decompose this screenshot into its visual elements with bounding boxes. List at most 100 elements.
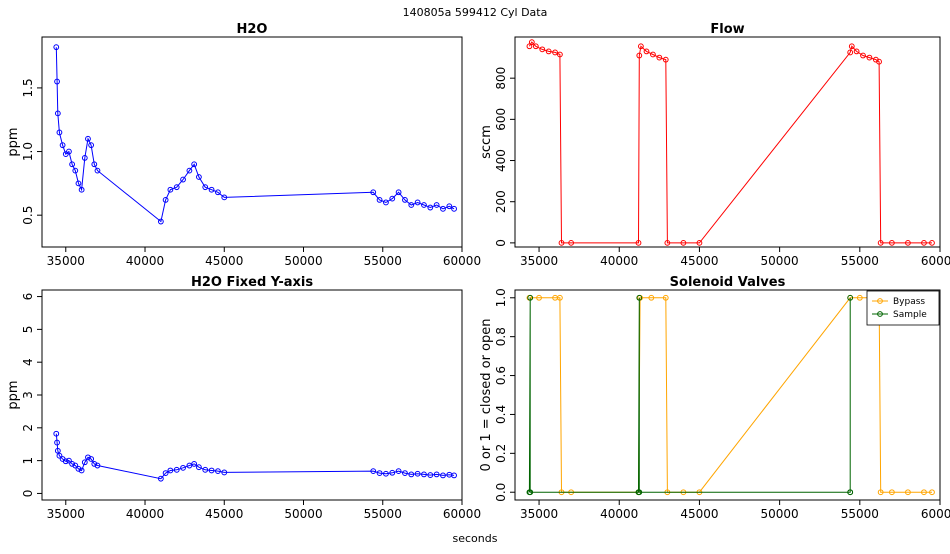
- data-point: [72, 167, 79, 174]
- x-tick-label: 35000: [47, 507, 85, 521]
- data-point: [527, 294, 534, 301]
- data-point: [221, 469, 228, 476]
- data-point: [389, 195, 396, 202]
- x-tick-label: 45000: [680, 254, 718, 268]
- legend-swatch-marker: [877, 311, 883, 317]
- y-axis-label: ppm: [6, 127, 21, 156]
- data-point: [221, 194, 228, 201]
- data-point: [552, 49, 558, 56]
- data-point: [866, 54, 873, 61]
- data-point: [921, 239, 927, 246]
- data-point: [664, 239, 671, 246]
- x-tick-label: 40000: [600, 507, 638, 521]
- y-tick-label: 600: [494, 108, 508, 131]
- data-point: [208, 186, 215, 193]
- data-point: [91, 461, 98, 467]
- data-point: [62, 458, 69, 465]
- data-point: [847, 294, 854, 301]
- data-point: [848, 43, 855, 50]
- y-axis-label: ppm: [6, 380, 21, 409]
- data-point: [215, 189, 221, 196]
- data-point: [383, 470, 389, 477]
- x-tick-label: 35000: [47, 254, 85, 268]
- data-point: [78, 467, 85, 474]
- data-point: [215, 468, 221, 475]
- data-point: [202, 184, 209, 191]
- y-tick-label: 0: [494, 239, 508, 247]
- data-point: [376, 197, 383, 203]
- data-point: [539, 46, 546, 53]
- data-point: [173, 466, 180, 473]
- data-point: [395, 468, 402, 475]
- data-point: [650, 51, 656, 58]
- data-point: [440, 472, 446, 479]
- data-point: [545, 48, 552, 55]
- data-point: [88, 142, 95, 149]
- y-tick-label: 1.0: [21, 142, 35, 161]
- panel-3: H2O Fixed Y-axis ppm 35000 40000 45000 50000 5…: [6, 275, 481, 521]
- data-point: [54, 110, 61, 117]
- data-point: [91, 161, 98, 168]
- data-point: [78, 186, 85, 193]
- data-point: [636, 489, 643, 496]
- legend-label: Sample: [893, 310, 927, 320]
- panel-title: H2O Fixed Y-axis: [191, 275, 313, 290]
- data-point: [370, 468, 377, 475]
- y-tick-label: 6: [21, 293, 35, 301]
- y-axis-label: 0 or 1 = closed or open: [479, 318, 494, 471]
- data-point: [54, 439, 60, 446]
- x-tick-label: 60000: [921, 254, 950, 268]
- data-point: [662, 56, 669, 63]
- data-point: [167, 467, 174, 474]
- data-point: [929, 239, 935, 246]
- data-point: [81, 459, 88, 466]
- x-tick-label: 35000: [520, 254, 558, 268]
- data-point: [72, 462, 79, 469]
- x-tick-label: 50000: [761, 507, 799, 521]
- data-point: [433, 471, 440, 478]
- y-tick-label: 1: [21, 457, 35, 465]
- data-point: [54, 78, 60, 85]
- data-point: [94, 167, 101, 174]
- plot-frame: [514, 36, 941, 248]
- y-tick-label: 400: [494, 149, 508, 172]
- data-point: [69, 161, 76, 168]
- data-point: [191, 161, 198, 168]
- y-axis-label: sccm: [479, 125, 494, 159]
- data-point: [877, 239, 884, 246]
- data-point: [527, 489, 534, 496]
- data-point: [636, 294, 643, 301]
- y-tick-label: 800: [494, 67, 508, 90]
- panel-title: H2O: [237, 22, 268, 37]
- x-tick-label: 60000: [443, 507, 481, 521]
- data-point: [180, 464, 186, 471]
- figure-title: 140805a 599412 Cyl Data: [403, 6, 548, 19]
- data-point: [929, 489, 935, 496]
- x-tick-label: 40000: [126, 507, 164, 521]
- data-point: [427, 204, 434, 211]
- data-point: [81, 155, 88, 161]
- data-point: [53, 430, 60, 437]
- data-point: [888, 239, 895, 246]
- y-tick-label: 0.5: [21, 206, 35, 225]
- data-point: [167, 186, 174, 193]
- data-point: [635, 239, 642, 246]
- series-line-1: [55, 433, 455, 480]
- data-point: [191, 461, 198, 467]
- x-axis-label: seconds: [453, 532, 498, 545]
- y-tick-label: 5: [21, 326, 35, 334]
- data-point: [636, 52, 643, 59]
- data-point: [662, 294, 669, 301]
- data-point: [383, 199, 389, 206]
- legend-swatch-marker: [877, 298, 883, 304]
- x-tick-label: 45000: [205, 507, 243, 521]
- data-point: [157, 218, 164, 225]
- x-tick-label: 35000: [520, 507, 558, 521]
- data-point: [370, 189, 377, 196]
- x-tick-label: 50000: [284, 254, 322, 268]
- x-tick-label: 60000: [443, 254, 481, 268]
- y-tick-label: 0.8: [494, 327, 508, 346]
- panel-title: Flow: [710, 22, 744, 37]
- plot-frame: [41, 36, 463, 248]
